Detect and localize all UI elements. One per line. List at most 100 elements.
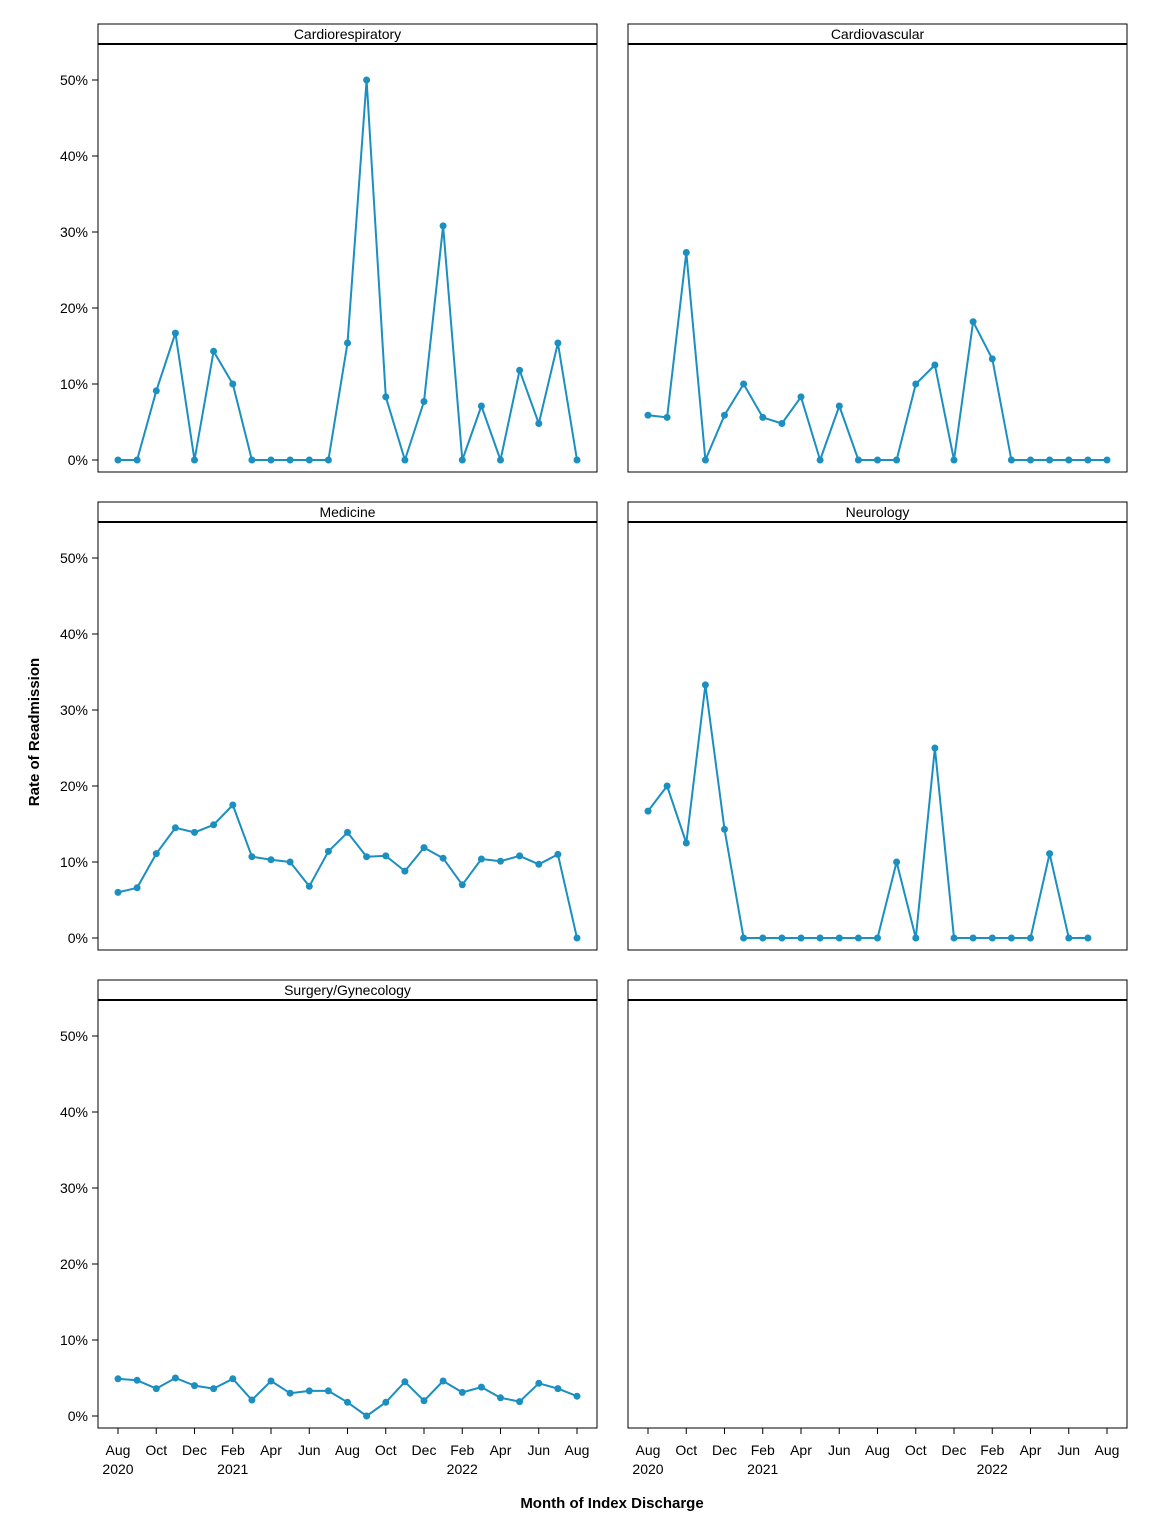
data-point [305,1387,313,1395]
data-point [816,934,824,942]
data-point [133,884,141,892]
x-tick-label: Apr [790,1442,812,1458]
x-tick-label: Jun [527,1442,550,1458]
data-point [573,1392,581,1400]
x-tick-label: Oct [905,1442,927,1458]
x-tick-label: Apr [490,1442,512,1458]
data-point [797,393,805,401]
data-point [133,456,141,464]
data-point [363,853,371,861]
x-tick-year-label: 2021 [747,1461,778,1477]
data-point [721,411,728,419]
x-tick-label: Feb [751,1442,775,1458]
data-point [420,1397,428,1405]
data-point [816,456,824,464]
y-tick-label: 10% [60,854,88,870]
x-tick-label: Oct [145,1442,167,1458]
panel-frame [97,979,598,1429]
y-tick-label: 30% [60,1180,88,1196]
data-point [893,456,901,464]
y-tick-label: 10% [60,376,88,392]
data-point [1084,456,1092,464]
panel: Medicine 0% 10% 20% 30% 40% 50% [60,501,598,951]
panel-frame [627,979,1128,1429]
data-point [210,821,218,829]
panel-frame [627,23,1128,473]
data-point [401,1378,409,1386]
x-tick-label: Jun [298,1442,321,1458]
data-point [797,934,805,942]
data-point [305,882,313,890]
data-point [912,934,920,942]
data-point [401,456,409,464]
data-point [778,420,786,427]
y-tick-label: 50% [60,72,88,88]
data-point [344,1398,351,1406]
data-point [1065,934,1073,942]
data-point [701,681,709,689]
data-point [759,934,767,942]
series-line [117,804,578,939]
y-tick-label: 30% [60,702,88,718]
x-tick-label: Aug [335,1442,360,1458]
data-point [497,456,504,464]
data-point [535,420,543,427]
data-point [286,1389,294,1397]
x-tick-label: Dec [182,1442,207,1458]
data-point [740,934,748,942]
data-point [682,839,690,847]
data-point [171,329,179,337]
y-tick-label: 0% [68,930,88,946]
panel-frame [627,501,1128,951]
y-tick-label: 10% [60,1332,88,1348]
data-point [439,1377,447,1385]
data-point [114,888,122,896]
panel: Surgery/Gynecology 0% 10% 20% 30% 40% 50% Aug 20… [60,979,598,1477]
chart-panels: Cardiorespiratory0%10%20%30%40%50%Cardio… [60,23,1128,1477]
data-point [1007,934,1015,942]
x-tick-label: Oct [375,1442,397,1458]
data-point [759,413,767,421]
data-point [663,413,671,421]
y-tick-label: 20% [60,1256,88,1272]
x-tick-label: Aug [636,1442,661,1458]
y-tick-label: 40% [60,148,88,164]
data-point [778,934,786,942]
panel-title: Medicine [319,504,375,520]
data-point [573,934,581,942]
y-tick-label: 0% [68,1408,88,1424]
data-point [874,456,881,464]
data-point [1007,456,1015,464]
data-point [229,380,237,388]
panel: Aug 2020 Oct Dec Feb 2021 Apr Jun Aug Oct Dec Feb 20… [627,979,1128,1477]
data-point [835,402,843,410]
panel-title: Cardiorespiratory [294,26,401,42]
x-tick-label: Aug [106,1442,131,1458]
data-point [988,934,996,942]
data-point [439,222,447,230]
data-point [950,934,958,942]
data-point [152,1385,160,1393]
panel: Neurology [627,501,1128,951]
x-tick-label: Dec [712,1442,737,1458]
x-tick-label: Jun [828,1442,851,1458]
data-point [516,852,524,860]
y-tick-label: 0% [68,452,88,468]
series-line [118,79,578,461]
x-tick-label: Feb [221,1442,245,1458]
x-tick-label: Apr [1020,1442,1042,1458]
data-point [854,456,862,464]
data-point [210,347,218,355]
data-point [497,1394,504,1402]
x-tick-label: Aug [565,1442,590,1458]
series-line [117,1377,578,1417]
data-point [191,828,198,836]
data-point [988,355,996,363]
data-point [344,828,351,836]
x-tick-year-label: 2020 [632,1461,663,1477]
data-point [554,850,562,858]
panel-frame [97,501,598,951]
data-point [382,1398,390,1406]
data-point [497,857,504,865]
